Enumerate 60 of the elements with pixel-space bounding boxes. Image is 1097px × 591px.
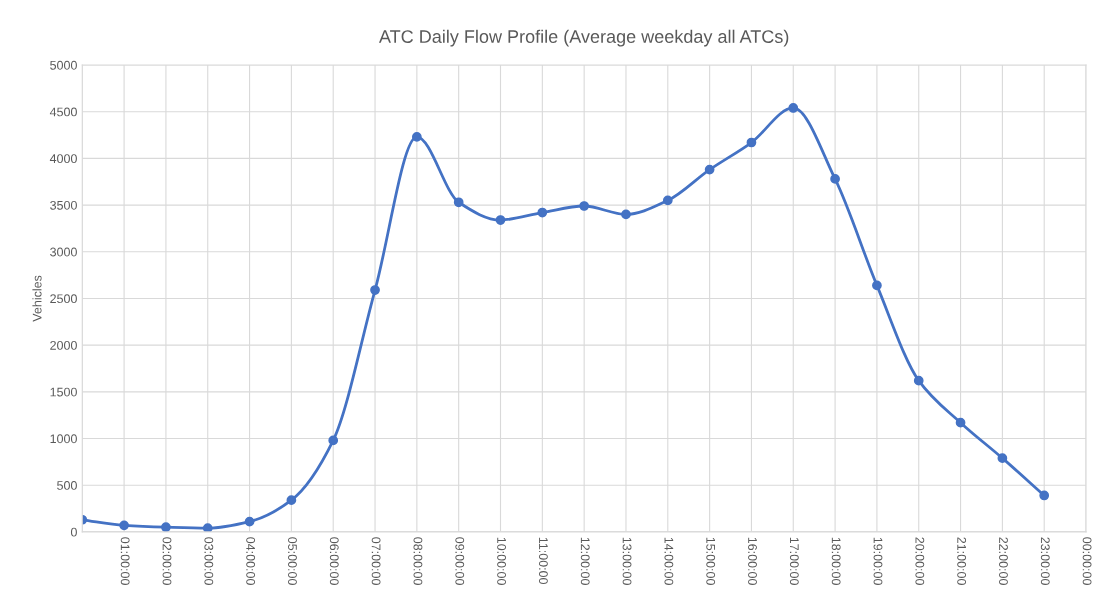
- chart-title: ATC Daily Flow Profile (Average weekday all ATCs): [378, 29, 789, 47]
- x-tick-label: 04:00:00: [246, 537, 256, 585]
- x-tick-label: 14:00:00: [664, 537, 674, 585]
- point: [537, 207, 548, 218]
- point: [1039, 490, 1050, 501]
- point: [579, 201, 590, 211]
- point: [621, 209, 631, 220]
- x-tick-label: 05:00:00: [288, 537, 297, 585]
- y-tick-label: 1000: [50, 434, 77, 444]
- y-tick-label: 3500: [50, 200, 77, 210]
- x-tick-label: 03:00:00: [204, 537, 214, 585]
- point: [411, 132, 422, 142]
- x-tick-label: 18:00:00: [831, 537, 841, 585]
- point: [788, 103, 799, 113]
- point: [746, 137, 757, 148]
- x-tick-label: 23:00:00: [1040, 537, 1050, 585]
- y-tick-label: 500: [57, 481, 77, 490]
- point: [244, 516, 255, 527]
- point: [662, 195, 673, 206]
- point: [495, 215, 506, 225]
- x-tick-label: 01:00:00: [120, 537, 130, 585]
- y-tick-label: 1500: [50, 387, 77, 397]
- x-tick-label: 02:00:00: [162, 537, 172, 585]
- x-tick-label: 17:00:00: [789, 537, 799, 585]
- x-tick-label: 06:00:00: [329, 537, 339, 585]
- x-tick-label: 09:00:00: [455, 537, 465, 585]
- point: [119, 520, 129, 531]
- point: [370, 285, 380, 295]
- y-tick-label: 4500: [49, 107, 77, 117]
- x-tick-label: 08:00:00: [413, 537, 423, 585]
- point: [830, 174, 840, 184]
- x-tick-label: 07:00:00: [371, 537, 381, 585]
- y-tick-label: 4000: [49, 154, 77, 164]
- x-tick-label: 20:00:00: [915, 537, 925, 585]
- x-tick-label: 21:00:00: [957, 537, 967, 585]
- x-tick-label: 13:00:00: [622, 537, 632, 585]
- y-axis-title: Vehicles: [32, 275, 42, 322]
- x-tick-label: 15:00:00: [706, 537, 716, 585]
- point: [453, 197, 464, 208]
- y-tick-label: 2500: [50, 294, 77, 304]
- x-tick-label: 19:00:00: [873, 537, 883, 585]
- point: [328, 435, 339, 446]
- point: [286, 495, 297, 506]
- point: [161, 522, 171, 532]
- point: [997, 453, 1008, 463]
- x-tick-label: 22:00:00: [999, 537, 1008, 585]
- x-tick-label: 11:00:00: [538, 537, 548, 585]
- x-tick-label: 16:00:00: [748, 537, 757, 585]
- y-tick-label: 2000: [50, 340, 77, 350]
- point: [955, 417, 966, 428]
- point: [913, 375, 924, 386]
- x-tick-label: 00:00:00: [1082, 537, 1092, 585]
- point: [872, 280, 882, 291]
- point: [202, 523, 213, 532]
- y-tick-label: 5000: [50, 60, 77, 70]
- point: [704, 164, 715, 175]
- x-tick-label: 10:00:00: [497, 537, 506, 585]
- x-tick-label: 12:00:00: [580, 537, 590, 585]
- y-tick-label: 3000: [50, 247, 77, 257]
- y-tick-label: 0: [70, 527, 77, 537]
